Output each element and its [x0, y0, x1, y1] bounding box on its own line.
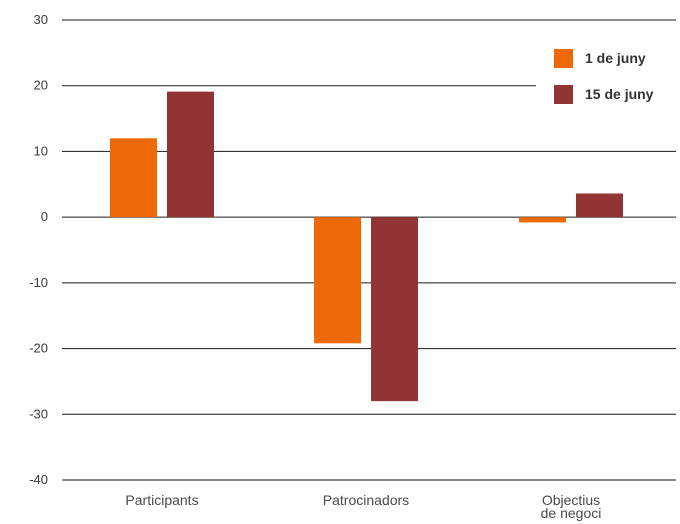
y-tick-label: 30	[34, 12, 48, 27]
y-tick-label: 10	[34, 143, 48, 158]
bar-1-2	[314, 217, 361, 343]
y-tick-label: 0	[41, 209, 48, 224]
y-tick-label: -10	[29, 275, 48, 290]
category-label: Objectius de negoci	[541, 492, 602, 521]
category-label: Participants	[125, 492, 198, 508]
y-tick-label: 20	[34, 78, 48, 93]
y-tick-label: -40	[29, 472, 48, 487]
legend-swatch	[554, 49, 573, 68]
category-label: Patrocinadors	[323, 492, 409, 508]
category-labels: Participants Patrocinadors Objectius de neg…	[125, 492, 601, 521]
bar-1-1	[110, 138, 157, 217]
bar-2-2	[371, 217, 418, 401]
y-axis-ticks: 30 20 10 0 -10 -20 -30 -40	[29, 12, 48, 487]
legend-label: 1 de juny	[585, 50, 646, 66]
legend-swatch	[554, 85, 573, 104]
y-tick-label: -30	[29, 406, 48, 421]
legend-label: 15 de juny	[585, 86, 654, 102]
bar-2-1	[167, 92, 214, 218]
gridlines	[62, 20, 676, 480]
y-tick-label: -20	[29, 341, 48, 356]
bar-2-3	[576, 193, 623, 217]
bar-1-3	[519, 217, 566, 222]
legend: 1 de juny 15 de juny	[554, 49, 654, 104]
bars	[110, 92, 623, 402]
